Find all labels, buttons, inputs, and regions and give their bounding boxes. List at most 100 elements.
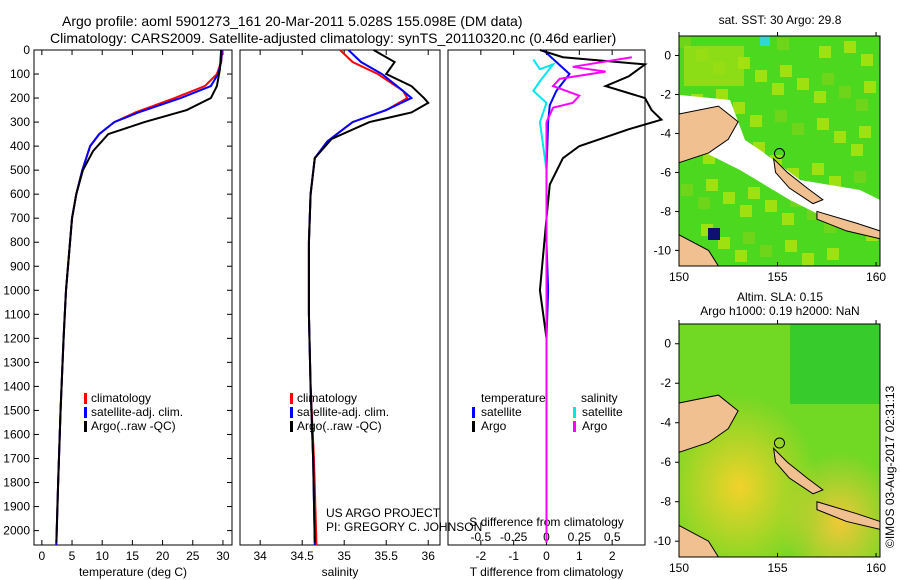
y-tick-label: 1000 [3,283,30,297]
series-t-argo [538,49,664,543]
sst-cell [819,46,831,58]
sst-cell [785,240,797,252]
sst-cell [755,70,767,82]
sst-cell [775,110,787,122]
sst-cell [706,179,718,191]
lat-tick-label: 0 [664,337,671,351]
sst-cell [733,102,745,114]
sst-cell [718,237,730,249]
legend-swatch [290,393,293,404]
y-tick-label: 1400 [3,379,30,393]
sst-cell [802,253,814,265]
legend-header: temperature [481,391,546,405]
x-tick-label: 34 [253,549,267,563]
sst-cell [861,54,873,66]
project-credit: US ARGO PROJECT [326,506,441,520]
legend-swatch [84,407,87,418]
legend-label: satellite-adj. clim. [297,405,389,419]
lat-tick-label: -6 [660,455,671,469]
legend-label: Argo [582,419,608,433]
y-tick-label: 1800 [3,476,30,490]
map-subtitle: Argo h1000: 0.19 h2000: NaN [700,304,859,318]
legend-swatch [290,421,293,432]
sst-cell [772,83,784,95]
y-tick-label: 1500 [3,403,30,417]
x-tick-label: 1 [576,549,583,563]
x-axis-label: T difference from climatology [470,565,624,579]
argo-position-marker [773,147,785,159]
legend-swatch [84,421,87,432]
y-tick-label: 1900 [3,500,30,514]
sla-map: 150 155 160 0 -2 -4 -6 -8 -10 Altim. SLA: 0.15Arg… [654,290,887,575]
sst-cell [760,36,770,46]
map-title: sat. SST: 30 Argo: 29.8 [719,13,842,27]
x-tick-label: 10 [96,549,110,563]
sst-cell [814,91,826,103]
lat-tick-label: -8 [660,495,671,509]
series-satellite-adj-clim- [307,49,414,546]
legend-label: Argo(..raw -QC) [297,419,382,433]
sst-cell [760,245,772,257]
s-tick-label: 0.25 [568,530,592,544]
x-tick-label: 25 [186,549,200,563]
sst-cell [851,144,863,156]
sst-cell [708,228,720,240]
y-tick-label: 100 [10,67,30,81]
sst-cell [743,232,755,244]
y-tick-label: 0 [23,43,30,57]
x-tick-label: 20 [156,549,170,563]
sst-cell [782,213,794,225]
x-tick-label: 35 [338,549,352,563]
sst-cell [864,81,876,93]
lon-tick-label: 160 [866,561,886,575]
lat-tick-label: 0 [664,48,671,62]
x-tick-label: 30 [216,549,230,563]
sst-cell [740,205,752,217]
sst-cell [748,187,760,199]
series-s-argo [545,56,633,543]
y-tick-label: 800 [10,235,30,249]
lon-tick-label: 150 [669,561,689,575]
temperature-panel: 0 5 10 15 20 25 30 temperature (deg C) 0 100 200 30… [3,43,233,579]
x-tick-label: 36 [422,549,436,563]
x-axis-label: temperature (deg C) [79,565,187,579]
s-tick-label: -0.25 [500,530,528,544]
lon-tick-label: 160 [866,270,886,284]
sla-low [790,324,880,404]
lat-tick-label: -6 [660,165,671,179]
y-tick-label: 1300 [3,355,30,369]
sst-map: 150 155 160 0 -2 -4 -6 -8 -10 sat. SST: 30 Argo: … [654,13,887,284]
sst-cell [723,192,735,204]
sst-cell [844,41,856,53]
y-tick-label: 1100 [4,307,30,321]
plot-frame [33,49,233,546]
legend-label: satellite-adj. clim. [91,405,183,419]
map-frame [678,323,881,558]
lat-tick-label: -10 [654,243,672,257]
legend-label: climatology [91,391,151,405]
bougainville-coast [772,446,824,495]
sst-cell [856,99,868,111]
y-tick-label: 400 [10,139,30,153]
map-frame [678,35,881,267]
y-tick-label: 1600 [3,427,30,441]
y-tick-label: 2000 [3,524,30,538]
imos-stamp: ©IMOS 03-Aug-2017 02:31:13 [883,385,897,548]
lat-tick-label: -8 [660,204,671,218]
x-tick-label: 35.5 [375,549,399,563]
sst-cell [792,123,804,135]
sst-cell [777,38,789,50]
legend-swatch [472,421,475,432]
legend-label: satellite [582,405,623,419]
difference-panel: -2 -1 0 1 2 T difference from climatology -0.5… [447,49,664,579]
lon-tick-label: 150 [669,270,689,284]
y-tick-label: 300 [10,115,30,129]
sst-cell [735,250,747,262]
s-tick-label: -0.5 [470,530,491,544]
x-tick-label: -1 [508,549,519,563]
map-title: Altim. SLA: 0.15 [737,290,823,304]
legend-swatch [573,407,576,418]
sst-cell [797,78,809,90]
sst-cell [684,46,744,86]
